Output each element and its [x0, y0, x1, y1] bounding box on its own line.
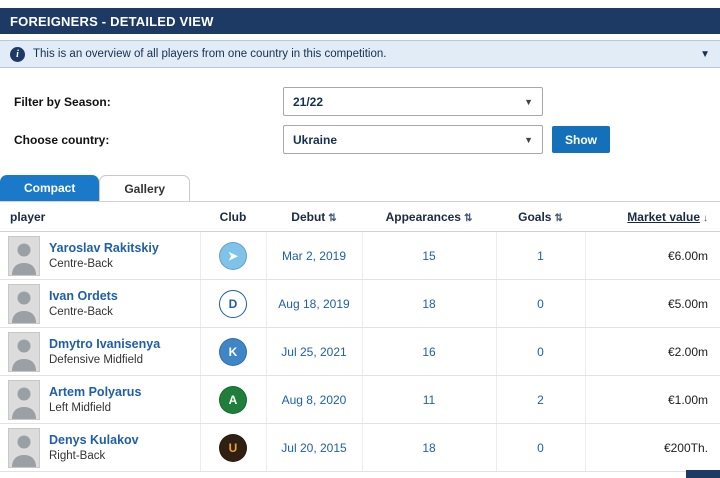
ural-logo[interactable]: U [219, 433, 247, 462]
appearances-link[interactable]: 18 [422, 440, 436, 455]
info-bar: i This is an overview of all players fro… [0, 40, 720, 68]
player-name-link[interactable]: Yaroslav Rakitskiy [49, 241, 159, 255]
debut-date: Aug 18, 2019 [265, 279, 362, 328]
table-row: Yaroslav Rakitskiy Centre-Back ➤ Mar 2, … [0, 231, 720, 280]
chevron-down-icon: ▼ [524, 96, 533, 107]
debut-date: Jul 20, 2015 [265, 423, 362, 472]
player-position: Defensive Midfield [49, 354, 143, 366]
country-select[interactable]: Ukraine ▼ [283, 125, 543, 154]
appearances-link[interactable]: 16 [422, 344, 436, 359]
column-header-goals[interactable]: Goals ⇅ [496, 201, 585, 232]
view-tabs: Compact Gallery [0, 175, 191, 202]
krylia-sovetov-logo[interactable]: K [219, 337, 247, 366]
season-select[interactable]: 21/22 ▼ [283, 87, 543, 116]
zenit-logo[interactable]: ➤ [219, 241, 247, 270]
player-name-link[interactable]: Dmytro Ivanisenya [49, 337, 161, 351]
player-cell: Dmytro Ivanisenya Defensive Midfield [6, 331, 194, 372]
player-cell: Denys Kulakov Right-Back [6, 427, 194, 468]
market-value: €200Th. [584, 423, 720, 472]
chevron-down-icon: ▼ [524, 134, 533, 145]
appearances-link[interactable]: 18 [422, 296, 436, 311]
player-photo[interactable] [8, 379, 40, 420]
country-select-value: Ukraine [293, 132, 338, 147]
table-row: Dmytro Ivanisenya Defensive Midfield K J… [0, 327, 720, 376]
player-photo[interactable] [8, 283, 40, 324]
player-cell: Yaroslav Rakitskiy Centre-Back [6, 235, 194, 276]
appearances-link[interactable]: 15 [422, 248, 436, 263]
bottom-accent-bar [686, 470, 720, 478]
show-button[interactable]: Show [552, 126, 610, 153]
akhmat-grozny-logo[interactable]: A [219, 385, 247, 414]
goals-link[interactable]: 0 [537, 344, 544, 359]
page-title: FOREIGNERS - DETAILED VIEW [10, 13, 214, 29]
country-filter-row: Choose country: Ukraine ▼ Show [14, 125, 720, 154]
sort-down-icon[interactable]: ↓ [703, 212, 708, 224]
filter-section: Filter by Season: 21/22 ▼ Choose country… [0, 87, 720, 164]
page-title-bar: FOREIGNERS - DETAILED VIEW [0, 8, 720, 34]
player-name-link[interactable]: Ivan Ordets [49, 289, 118, 303]
market-value: €2.00m [584, 327, 720, 376]
sort-both-icon[interactable]: ⇅ [554, 212, 563, 224]
player-cell: Ivan Ordets Centre-Back [6, 283, 194, 324]
table-row: Denys Kulakov Right-Back U Jul 20, 2015 … [0, 423, 720, 472]
table-row: Artem Polyarus Left Midfield A Aug 8, 20… [0, 375, 720, 424]
player-position: Left Midfield [49, 402, 112, 414]
goals-link[interactable]: 0 [537, 440, 544, 455]
player-name-link[interactable]: Denys Kulakov [49, 433, 139, 447]
column-header-club[interactable]: Club [200, 201, 266, 232]
player-position: Centre-Back [49, 258, 113, 270]
season-filter-label: Filter by Season: [14, 94, 111, 109]
goals-link[interactable]: 1 [537, 248, 544, 263]
country-filter-label: Choose country: [14, 132, 110, 147]
player-position: Right-Back [49, 450, 106, 462]
player-position: Centre-Back [49, 306, 113, 318]
goals-link[interactable]: 2 [537, 392, 544, 407]
sort-both-icon[interactable]: ⇅ [328, 212, 337, 224]
column-header-market-value[interactable]: Market value ↓ [585, 201, 720, 232]
debut-date: Mar 2, 2019 [265, 231, 362, 280]
info-bar-text: This is an overview of all players from … [33, 48, 387, 60]
player-name-link[interactable]: Artem Polyarus [49, 385, 142, 399]
goals-link[interactable]: 0 [537, 296, 544, 311]
column-header-player[interactable]: player [0, 201, 200, 232]
player-photo[interactable] [8, 235, 40, 276]
market-value: €5.00m [584, 279, 720, 328]
season-select-value: 21/22 [293, 94, 324, 109]
column-header-debut[interactable]: Debut ⇅ [266, 201, 362, 232]
sort-both-icon[interactable]: ⇅ [463, 212, 473, 224]
player-meta: Artem Polyarus Left Midfield [49, 385, 141, 414]
player-photo[interactable] [8, 331, 40, 372]
player-meta: Dmytro Ivanisenya Defensive Midfield [49, 337, 160, 366]
table-header-row: player Club Debut ⇅ Appearances ⇅ Goals ⇅ M… [0, 201, 720, 232]
players-table: player Club Debut ⇅ Appearances ⇅ Goals ⇅ M… [0, 201, 720, 472]
players-tbody: Yaroslav Rakitskiy Centre-Back ➤ Mar 2, … [0, 231, 720, 472]
collapse-chevron-icon[interactable]: ▼ [700, 48, 710, 60]
info-icon: i [10, 46, 25, 62]
player-meta: Ivan Ordets Centre-Back [49, 289, 118, 318]
player-meta: Yaroslav Rakitskiy Centre-Back [49, 241, 159, 270]
season-filter-row: Filter by Season: 21/22 ▼ [14, 87, 720, 116]
dynamo-moscow-logo[interactable]: D [219, 289, 247, 318]
debut-date: Jul 25, 2021 [265, 327, 362, 376]
table-row: Ivan Ordets Centre-Back D Aug 18, 2019 1… [0, 279, 720, 328]
debut-date: Aug 8, 2020 [265, 375, 362, 424]
column-header-appearances[interactable]: Appearances ⇅ [362, 201, 496, 232]
tab-compact[interactable]: Compact [0, 175, 100, 201]
tab-gallery[interactable]: Gallery [99, 175, 191, 202]
market-value: €6.00m [584, 231, 720, 280]
player-cell: Artem Polyarus Left Midfield [6, 379, 194, 420]
appearances-link[interactable]: 11 [422, 392, 436, 407]
player-photo[interactable] [8, 427, 40, 468]
market-value: €1.00m [584, 375, 720, 424]
player-meta: Denys Kulakov Right-Back [49, 433, 139, 462]
